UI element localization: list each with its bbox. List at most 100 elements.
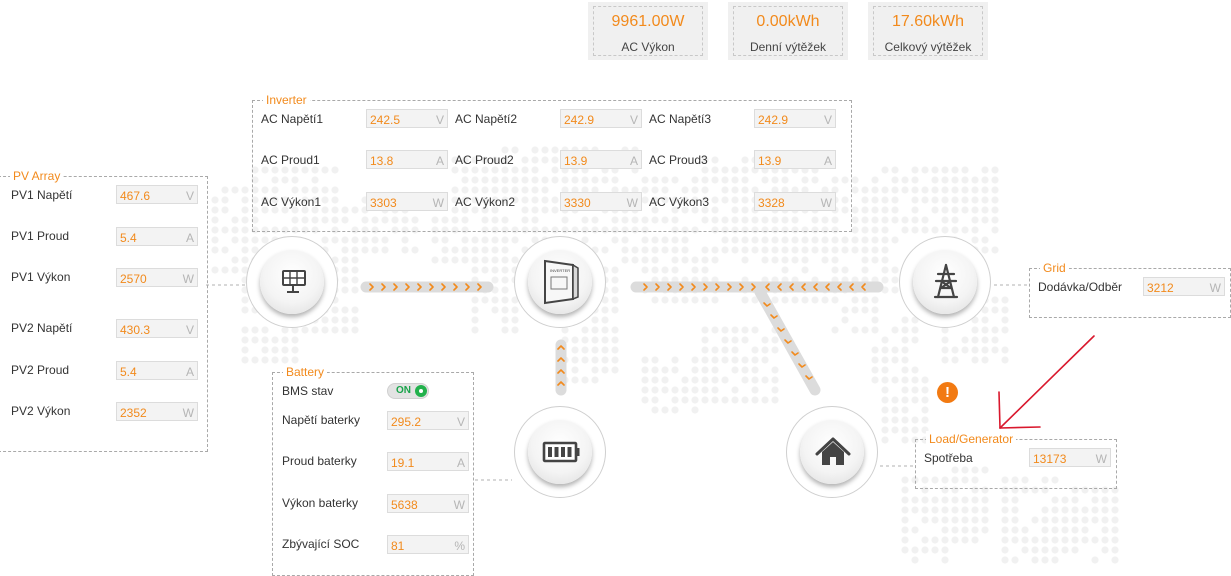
ac-voltage3-field: 242.9 V — [754, 109, 836, 128]
stat-ac-power: 9961.00W AC Výkon — [588, 2, 708, 60]
field-label: AC Výkon2 — [455, 195, 516, 209]
field-value: 13173 — [1033, 452, 1067, 466]
field-value: 242.9 — [564, 113, 595, 127]
ac-current3-field: 13.9 A — [754, 150, 836, 169]
field-label: Napětí baterky — [282, 413, 361, 427]
ac-power3-field: 3328 W — [754, 192, 836, 211]
field-unit: W — [1095, 452, 1107, 466]
field-value: 13.9 — [758, 154, 782, 168]
toggle-text: ON — [396, 385, 411, 396]
home-node[interactable] — [786, 406, 878, 498]
inverter-node[interactable]: INVERTER — [514, 236, 606, 328]
grid-panel-title: Grid — [1040, 260, 1069, 276]
power-pylon-icon — [933, 263, 959, 299]
battery-panel-title: Battery — [283, 364, 328, 380]
field-label: Výkon baterky — [282, 496, 359, 510]
field-label: PV1 Napětí — [11, 188, 73, 202]
field-value: 5.4 — [120, 231, 137, 245]
battery-current-field: 19.1 A — [387, 452, 469, 471]
pv2-voltage-field: 430.3 V — [116, 319, 198, 338]
field-unit: A — [435, 154, 444, 168]
field-value: 3212 — [1147, 281, 1174, 295]
field-label: PV2 Napětí — [11, 321, 73, 335]
load-panel: Load/Generator Spotřeba 13173 W — [915, 431, 1117, 489]
field-unit: A — [185, 231, 194, 245]
field-label: AC Výkon1 — [261, 195, 322, 209]
grid-panel: Grid Dodávka/Odběr 3212 W — [1029, 260, 1231, 318]
ac-voltage1-field: 242.5 V — [366, 109, 448, 128]
warning-icon[interactable]: ! — [937, 382, 958, 403]
field-value: 242.9 — [758, 113, 789, 127]
field-label: AC Napětí1 — [261, 112, 324, 126]
field-unit: W — [453, 498, 465, 512]
toggle-knob — [415, 385, 427, 397]
field-value: 19.1 — [391, 456, 415, 470]
field-label: Zbývající SOC — [282, 537, 360, 551]
ac-power1-field: 3303 W — [366, 192, 448, 211]
pv-panel-title: PV Array — [10, 168, 64, 184]
stat-label: Celkový výtěžek — [884, 40, 972, 54]
ac-current1-field: 13.8 A — [366, 150, 448, 169]
field-value: 3328 — [758, 196, 785, 210]
field-unit: A — [185, 365, 194, 379]
grid-exchange-field: 3212 W — [1143, 277, 1225, 296]
field-value: 2352 — [120, 406, 147, 420]
pv2-power-field: 2352 W — [116, 402, 198, 421]
field-value: 13.9 — [564, 154, 588, 168]
field-value: 3303 — [370, 196, 397, 210]
pv2-current-field: 5.4 A — [116, 361, 198, 380]
field-value: 3330 — [564, 196, 591, 210]
stat-daily-yield: 0.00kWh Denní výtěžek — [728, 2, 848, 60]
field-unit: A — [823, 154, 832, 168]
field-value: 467.6 — [120, 189, 151, 203]
pv-array-panel: PV Array PV1 Napětí 467.6 V PV1 Proud 5.4… — [0, 168, 208, 452]
field-unit: W — [432, 196, 444, 210]
field-label: Spotřeba — [924, 451, 973, 465]
field-unit: W — [626, 196, 638, 210]
battery-node[interactable] — [514, 406, 606, 498]
grid-node[interactable] — [899, 236, 991, 328]
field-unit: V — [435, 113, 444, 127]
inverter-icon: INVERTER — [544, 259, 579, 305]
field-unit: W — [1209, 281, 1221, 295]
field-unit: W — [182, 272, 194, 286]
stat-total-yield: 17.60kWh Celkový výtěžek — [868, 2, 988, 60]
stat-value: 9961.00W — [611, 13, 685, 30]
field-value: 2570 — [120, 272, 147, 286]
stat-label: AC Výkon — [621, 40, 675, 54]
field-label: PV1 Proud — [11, 229, 70, 243]
battery-panel: Battery BMS stav ON Napětí baterky 295.2… — [272, 364, 474, 576]
load-panel-title: Load/Generator — [926, 431, 1017, 447]
field-unit: A — [456, 456, 465, 470]
field-label: PV2 Výkon — [11, 404, 71, 418]
pv1-voltage-field: 467.6 V — [116, 185, 198, 204]
load-consumption-field: 13173 W — [1029, 448, 1111, 467]
field-value: 430.3 — [120, 323, 151, 337]
stat-value: 0.00kWh — [756, 13, 820, 30]
ac-current2-field: 13.9 A — [560, 150, 642, 169]
stat-value: 17.60kWh — [891, 13, 965, 30]
field-unit: V — [185, 189, 194, 203]
bms-status-toggle[interactable]: ON — [387, 383, 429, 399]
battery-power-field: 5638 W — [387, 494, 469, 513]
field-value: 81 — [391, 539, 405, 553]
field-label: PV2 Proud — [11, 363, 70, 377]
field-label: Proud baterky — [282, 454, 357, 468]
field-unit: A — [629, 154, 638, 168]
solar-node[interactable] — [246, 236, 338, 328]
solar-panel-icon — [282, 270, 306, 293]
ac-power2-field: 3330 W — [560, 192, 642, 211]
field-value: 5.4 — [120, 365, 137, 379]
field-label: AC Napětí2 — [455, 112, 518, 126]
field-label: AC Napětí3 — [649, 112, 712, 126]
stat-label: Denní výtěžek — [749, 40, 827, 54]
field-value: 295.2 — [391, 415, 422, 429]
bms-status-label: BMS stav — [282, 384, 334, 398]
field-label: AC Výkon3 — [649, 195, 710, 209]
inverter-icon-text: INVERTER — [550, 268, 570, 273]
field-unit: V — [456, 415, 465, 429]
house-icon — [815, 437, 851, 465]
pv1-power-field: 2570 W — [116, 268, 198, 287]
inverter-panel: Inverter AC Napětí1 242.5 V AC Napětí2 24… — [252, 92, 852, 232]
field-value: 13.8 — [370, 154, 394, 168]
